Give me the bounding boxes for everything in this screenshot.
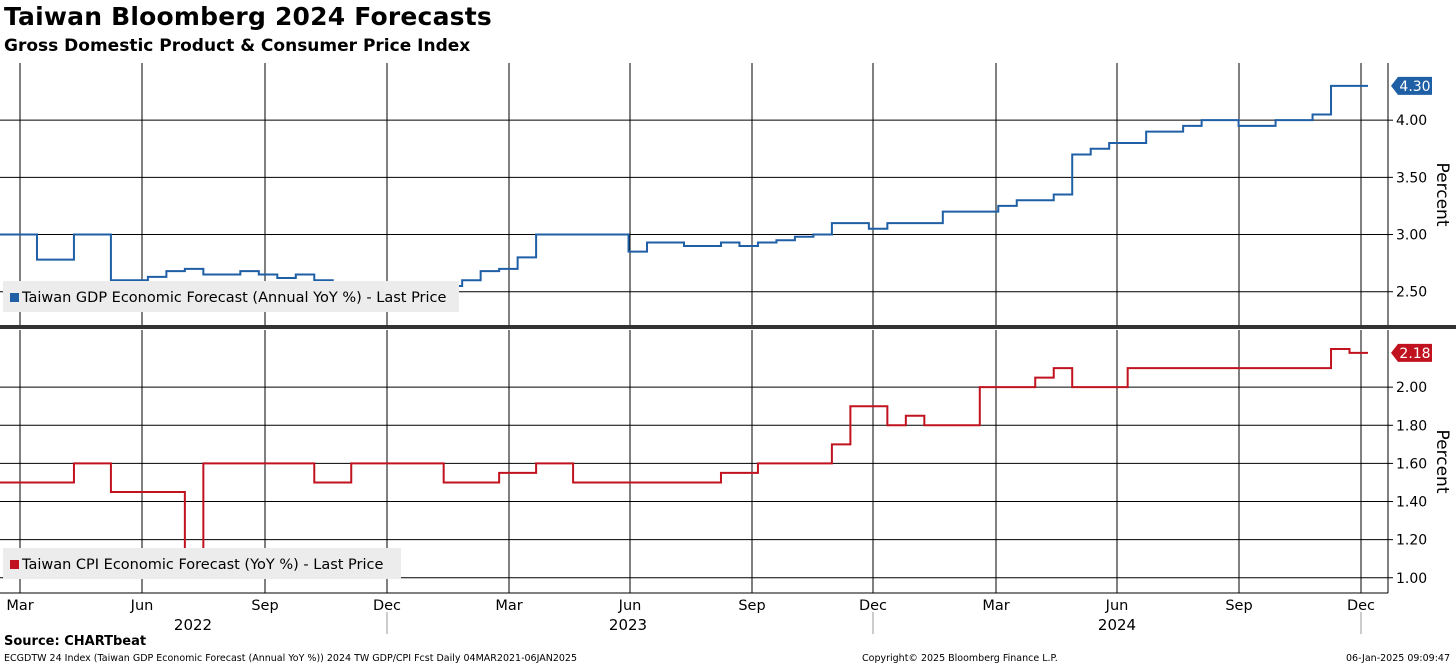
ticker-line: ECGDTW 24 Index (Taiwan GDP Economic For… (4, 653, 578, 664)
x-tick-label: Mar (6, 598, 33, 614)
y-tick-label: 1.80 (1396, 418, 1427, 434)
x-tick-label: Mar (982, 598, 1009, 614)
legend-swatch (10, 293, 19, 302)
legend: Taiwan GDP Economic Forecast (Annual YoY… (3, 281, 459, 312)
x-tick-label: Sep (738, 598, 765, 614)
last-value-tag: 2.18 (1391, 343, 1432, 362)
x-tick-label: Dec (859, 598, 887, 614)
series-line (0, 84, 1368, 305)
legend-label: Taiwan CPI Economic Forecast (YoY %) - L… (21, 557, 384, 573)
legend-bg (3, 281, 459, 312)
x-tick-label: Dec (1347, 598, 1375, 614)
x-tick-label: Sep (1225, 598, 1252, 614)
y-tick-label: 3.50 (1396, 170, 1427, 186)
panel-divider (0, 325, 1456, 329)
last-value-box (1391, 76, 1432, 95)
x-tick-label: Jun (1105, 598, 1129, 614)
y-tick-label: 1.00 (1396, 571, 1427, 587)
y-tick-label: 4.00 (1396, 113, 1427, 129)
series-line (0, 348, 1368, 551)
last-value-box (1391, 343, 1432, 362)
x-tick-label: Jun (618, 598, 642, 614)
chart-title: Taiwan Bloomberg 2024 Forecasts (4, 2, 492, 31)
year-label: 2022 (174, 616, 212, 634)
y-axis-label: Percent (1432, 430, 1452, 494)
x-tick-label: Mar (495, 598, 522, 614)
source-note: Source: CHARTbeat (4, 634, 147, 649)
y-tick-label: 1.40 (1396, 495, 1427, 511)
year-label: 2023 (609, 616, 647, 634)
x-tick-label: Jun (130, 598, 154, 614)
legend: Taiwan CPI Economic Forecast (YoY %) - L… (3, 548, 401, 579)
y-axis-label: Percent (1432, 163, 1452, 227)
last-value-label: 4.30 (1399, 79, 1430, 95)
chart-subtitle: Gross Domestic Product & Consumer Price … (4, 36, 471, 56)
y-tick-label: 3.00 (1396, 228, 1427, 244)
year-label: 2024 (1098, 616, 1136, 634)
y-tick-label: 1.20 (1396, 533, 1427, 549)
timestamp: 06-Jan-2025 09:09:47 (1346, 653, 1450, 664)
copyright-note: Copyright© 2025 Bloomberg Finance L.P. (862, 653, 1058, 664)
x-tick-label: Sep (251, 598, 278, 614)
y-tick-label: 2.50 (1396, 285, 1427, 301)
last-value-label: 2.18 (1399, 346, 1430, 362)
y-tick-label: 1.60 (1396, 456, 1427, 472)
legend-label: Taiwan GDP Economic Forecast (Annual YoY… (21, 290, 447, 306)
x-tick-label: Dec (373, 598, 401, 614)
legend-swatch (10, 560, 19, 569)
y-tick-label: 2.00 (1396, 380, 1427, 396)
last-value-tag: 4.30 (1391, 76, 1432, 95)
legend-bg (3, 548, 401, 579)
